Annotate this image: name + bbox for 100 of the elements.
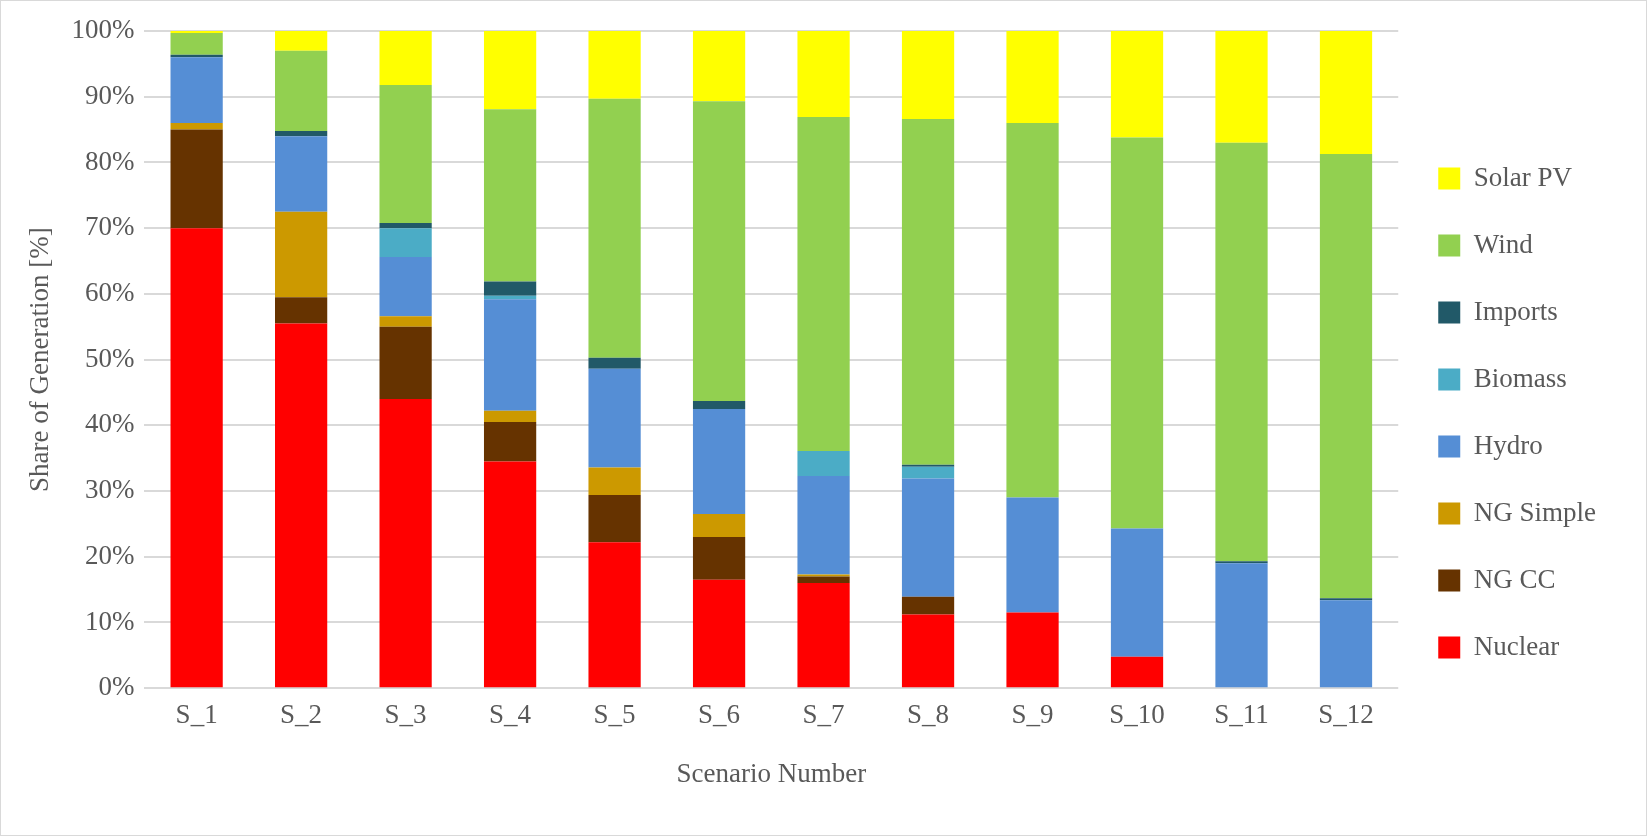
x-tick-label: S_1 <box>175 699 218 730</box>
y-tick-label: 10% <box>84 605 135 636</box>
bar <box>275 211 328 298</box>
bar <box>170 228 223 688</box>
y-tick-label: 50% <box>84 342 135 373</box>
bar <box>692 401 746 409</box>
bar <box>275 297 328 324</box>
bar <box>483 109 537 282</box>
y-tick-label: 70% <box>84 211 135 242</box>
x-tick-label: S_8 <box>907 699 950 730</box>
bar <box>588 494 641 543</box>
x-tick-label: S_11 <box>1214 699 1269 730</box>
bar <box>275 50 328 131</box>
bar <box>797 117 850 451</box>
bar <box>379 316 432 327</box>
bar <box>1006 497 1059 613</box>
bar <box>379 228 432 258</box>
bar <box>692 408 746 515</box>
bar <box>379 84 432 223</box>
y-tick-label: 30% <box>84 474 135 505</box>
bar <box>797 583 850 688</box>
bar <box>379 222 432 229</box>
bar <box>275 31 328 51</box>
bar <box>379 257 432 317</box>
bar <box>692 537 746 580</box>
bar <box>379 31 432 85</box>
y-tick-label: 40% <box>84 408 135 439</box>
bar <box>901 478 955 597</box>
bar <box>1110 31 1164 138</box>
bar <box>692 579 746 688</box>
bar <box>275 323 328 688</box>
x-tick-label: S_5 <box>593 699 636 730</box>
bar <box>483 299 537 411</box>
x-tick-label: S_7 <box>802 699 845 730</box>
bar <box>483 410 537 423</box>
bar <box>483 31 537 110</box>
legend-label: Imports <box>1473 295 1558 326</box>
bar <box>692 514 746 538</box>
legend-label: Solar PV <box>1473 161 1573 192</box>
x-tick-label: S_4 <box>489 699 532 730</box>
bar <box>379 326 432 400</box>
x-tick-label: S_3 <box>384 699 427 730</box>
bar <box>483 461 537 688</box>
bar <box>483 422 537 462</box>
bar <box>1319 153 1373 599</box>
x-tick-label: S_6 <box>698 699 741 730</box>
bar <box>1215 31 1268 143</box>
bar <box>901 614 955 688</box>
bar <box>379 399 432 688</box>
bar <box>797 31 850 118</box>
bar <box>1110 528 1164 657</box>
legend-label: Nuclear <box>1473 630 1560 661</box>
legend-label: NG CC <box>1473 563 1556 594</box>
bar <box>275 136 328 212</box>
bar <box>1215 142 1268 562</box>
bar <box>1319 31 1373 154</box>
bar <box>170 123 223 130</box>
bar <box>275 130 328 137</box>
bar <box>588 31 641 99</box>
bar <box>170 57 223 124</box>
bar <box>588 467 641 495</box>
bar <box>1006 612 1059 688</box>
x-tick-label: S_9 <box>1011 699 1054 730</box>
bar <box>1215 563 1268 688</box>
bar <box>1110 137 1164 529</box>
legend-label: NG Simple <box>1473 496 1597 527</box>
bar <box>692 31 746 102</box>
bar <box>483 281 537 296</box>
y-tick-label: 0% <box>98 671 135 702</box>
bar <box>170 129 223 229</box>
y-axis-title: Share of Generation [%] <box>24 227 55 492</box>
bar <box>797 475 850 575</box>
bar <box>901 466 955 479</box>
x-tick-label: S_10 <box>1109 699 1165 730</box>
bar <box>588 542 641 688</box>
bar <box>901 119 955 465</box>
bar <box>1319 600 1373 688</box>
legend-label: Hydro <box>1473 429 1543 460</box>
bar <box>797 450 850 476</box>
bar <box>170 32 223 55</box>
bar <box>1006 123 1059 498</box>
legend-label: Wind <box>1473 228 1534 259</box>
legend-label: Biomass <box>1473 362 1567 393</box>
bar <box>1006 31 1059 124</box>
y-tick-label: 100% <box>71 14 135 45</box>
bar <box>588 368 641 468</box>
x-axis-title: Scenario Number <box>676 757 867 788</box>
bar <box>901 31 955 120</box>
bar <box>692 101 746 401</box>
y-tick-label: 60% <box>84 276 135 307</box>
y-tick-label: 20% <box>84 539 135 570</box>
y-tick-label: 80% <box>84 145 135 176</box>
bar <box>901 596 955 615</box>
bar <box>588 357 641 369</box>
bar <box>483 295 537 300</box>
x-tick-label: S_12 <box>1318 699 1374 730</box>
bar <box>588 98 641 358</box>
y-tick-label: 90% <box>84 79 135 110</box>
bar <box>1110 656 1164 688</box>
bar <box>797 576 850 584</box>
